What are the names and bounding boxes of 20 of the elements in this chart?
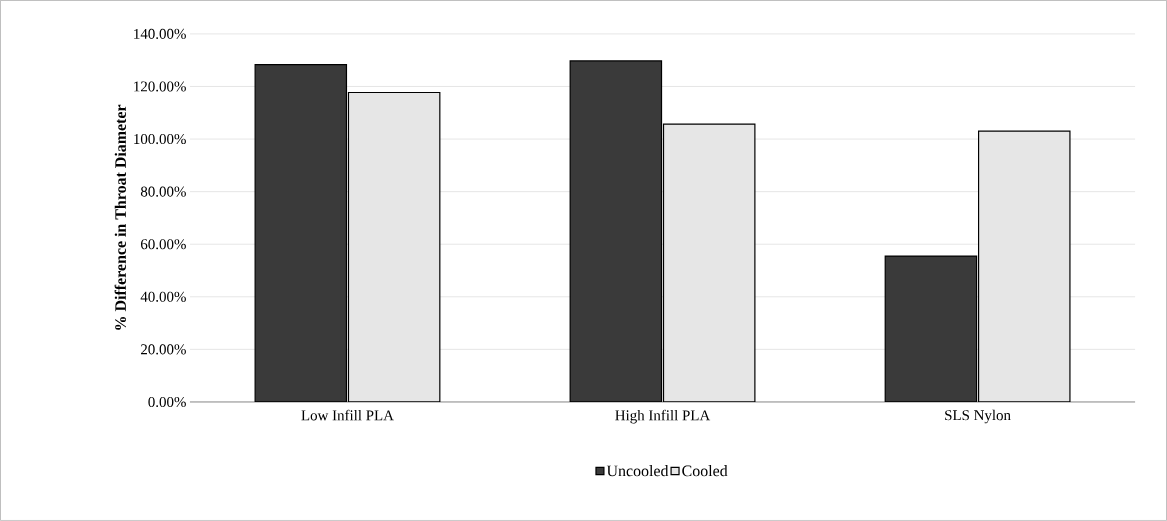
x-tick-label: SLS Nylon [945,409,1011,424]
legend-label: Uncooled [606,465,669,477]
y-tick-label: 120.00% [134,81,186,92]
x-tick-label: High Infill PLA [615,409,711,424]
y-tick-label: 140.00% [134,28,186,40]
y-tick-label: 0.00% [148,396,186,408]
y-tick-label: 60.00% [140,239,186,250]
y-tick-label: 80.00% [140,186,186,197]
bar [884,255,978,403]
y-tick-label: 20.00% [141,344,186,355]
y-axis-title: % Difference in Throat Diameter [114,104,127,330]
bar [569,60,663,403]
y-tick-label: 100.00% [134,134,186,145]
bar [254,64,348,403]
bar [662,123,756,403]
y-tick-label: 40.00% [140,291,186,302]
x-tick-label: Low Infill PLA [301,409,394,421]
legend-label: Cooled [682,465,728,477]
bar [977,130,1071,403]
bar [347,91,441,403]
